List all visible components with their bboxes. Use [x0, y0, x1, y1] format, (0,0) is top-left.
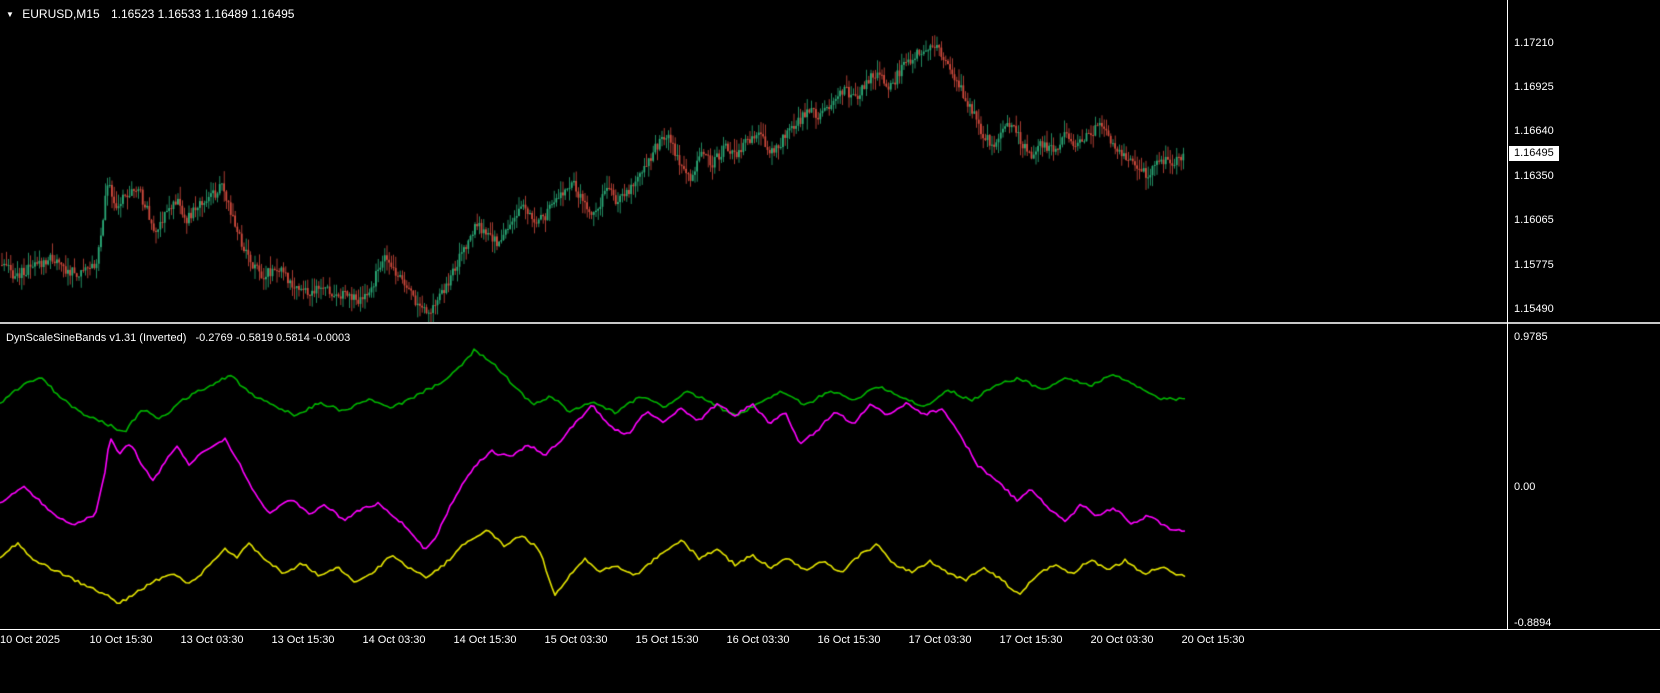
price-axis-border [1507, 0, 1508, 629]
time-tick-label: 15 Oct 15:30 [635, 634, 699, 646]
indicator-name-label: DynScaleSineBands v1.31 (Inverted) [6, 332, 187, 344]
price-tick-label: 1.16065 [1514, 214, 1554, 227]
symbol-period-label: EURUSD,M15 [22, 7, 100, 21]
time-tick-label: 20 Oct 03:30 [1090, 634, 1154, 646]
main-price-chart-canvas[interactable] [0, 0, 1507, 323]
indicator-tick-label: -0.8894 [1514, 617, 1552, 630]
indicator-axis[interactable]: 0.9785 0.00 -0.8894 [1508, 326, 1660, 629]
ohlc-values-label: 1.16523 1.16533 1.16489 1.16495 [110, 7, 295, 21]
time-tick-label: 10 Oct 2025 [0, 634, 60, 646]
time-axis[interactable]: 10 Oct 2025 10 Oct 15:30 13 Oct 03:30 13 Oc… [0, 630, 1660, 660]
indicator-tick-label: 0.00 [1514, 481, 1536, 493]
time-tick-label: 20 Oct 15:30 [1181, 634, 1245, 646]
time-axis-border [0, 629, 1660, 630]
time-tick-label: 16 Oct 15:30 [817, 634, 881, 646]
time-tick-label: 16 Oct 03:30 [726, 634, 790, 646]
current-price-tag: 1.16495 [1509, 145, 1559, 161]
price-tick-label: 1.16350 [1514, 169, 1554, 182]
time-tick-label: 17 Oct 15:30 [999, 634, 1063, 646]
indicator-tick-label: 0.9785 [1514, 331, 1548, 344]
time-tick-label: 10 Oct 15:30 [89, 634, 153, 646]
indicator-title-bar: DynScaleSineBands v1.31 (Inverted) -0.27… [6, 332, 350, 344]
price-tick-label: 1.16925 [1514, 81, 1554, 94]
price-tick-label: 1.15775 [1514, 258, 1554, 271]
indicator-values-label: -0.2769 -0.5819 0.5814 -0.0003 [195, 332, 351, 344]
panel-divider[interactable] [0, 322, 1660, 324]
price-tick-label: 1.17210 [1514, 37, 1554, 49]
time-tick-label: 15 Oct 03:30 [544, 634, 608, 646]
price-axis[interactable]: 1.16495 1.17210 1.16925 1.16640 1.16350 1.16… [1508, 0, 1660, 322]
price-tick-label: 1.15490 [1514, 302, 1554, 315]
chart-title-bar: ▼ EURUSD,M15 1.16523 1.16533 1.16489 1.1… [6, 7, 294, 21]
chart-dropdown-icon[interactable]: ▼ [6, 10, 14, 20]
time-tick-label: 14 Oct 15:30 [453, 634, 517, 646]
time-tick-label: 14 Oct 03:30 [362, 634, 426, 646]
time-tick-label: 17 Oct 03:30 [908, 634, 972, 646]
price-tick-label: 1.16640 [1514, 125, 1554, 138]
time-tick-label: 13 Oct 03:30 [180, 634, 244, 646]
time-tick-label: 13 Oct 15:30 [271, 634, 335, 646]
indicator-subwindow-canvas[interactable] [0, 326, 1507, 629]
